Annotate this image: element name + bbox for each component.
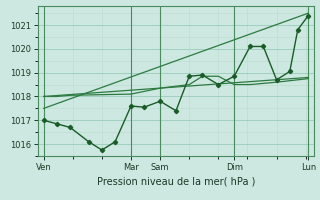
X-axis label: Pression niveau de la mer( hPa ): Pression niveau de la mer( hPa ) — [97, 176, 255, 186]
